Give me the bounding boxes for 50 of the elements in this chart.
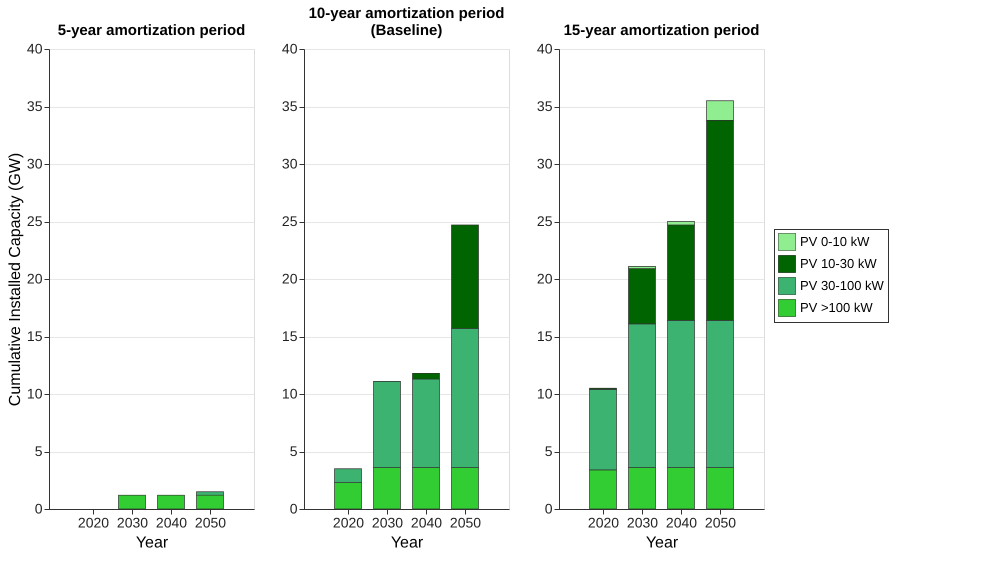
y-tick-label: 35 [282, 98, 298, 114]
y-tick-label: 0 [34, 500, 43, 516]
y-tick-label: 25 [536, 213, 553, 229]
x-tick-label: 2040 [666, 514, 698, 530]
chart-title: 15-year amortization period [564, 22, 760, 39]
x-tick-label: 2020 [332, 514, 364, 530]
y-tick-label: 35 [536, 98, 553, 114]
y-tick-label: 20 [26, 270, 43, 286]
x-tick-label: 2050 [194, 514, 226, 530]
y-tick-label: 10 [282, 386, 298, 402]
y-tick-label: 15 [536, 328, 553, 344]
y-tick-label: 0 [290, 500, 298, 516]
legend-label: PV 0-10 kW [800, 234, 870, 249]
x-tick-label: 2020 [588, 514, 620, 530]
x-tick-label: 2040 [410, 514, 442, 530]
y-tick-label: 25 [282, 213, 298, 229]
x-axis-title: Year [646, 534, 679, 552]
y-tick-label: 40 [282, 40, 298, 56]
y-tick-label: 20 [536, 270, 553, 286]
y-tick-label: 15 [282, 328, 298, 344]
y-tick-label: 20 [282, 270, 298, 286]
x-tick-label: 2030 [372, 514, 404, 530]
y-tick-label: 25 [26, 213, 43, 229]
y-tick-label: 5 [34, 443, 43, 459]
x-tick-label: 2050 [704, 514, 736, 530]
x-tick-label: 2040 [156, 514, 188, 530]
y-tick-label: 40 [536, 40, 553, 56]
chart-title: 10-year amortization period (Baseline) [308, 5, 504, 39]
y-tick-label: 5 [290, 443, 298, 459]
y-tick-label: 5 [544, 443, 553, 459]
x-tick-label: 2030 [116, 514, 148, 530]
y-tick-label: 0 [544, 500, 553, 516]
legend-label: PV 30-100 kW [800, 278, 885, 293]
x-axis-title: Year [390, 534, 424, 552]
chart-title: 5-year amortization period [58, 22, 246, 39]
x-tick-label: 2030 [626, 514, 658, 530]
x-tick-label: 2050 [450, 514, 482, 530]
legend-label: PV >100 kW [800, 300, 874, 315]
x-axis-title: Year [136, 534, 169, 552]
y-axis-title: Cumulative Installed Capacity (GW) [6, 152, 24, 406]
y-tick-label: 35 [26, 98, 43, 114]
y-tick-label: 10 [26, 386, 43, 402]
y-tick-label: 15 [26, 328, 43, 344]
y-tick-label: 30 [282, 156, 298, 172]
y-tick-label: 40 [26, 40, 43, 56]
y-tick-label: 30 [26, 156, 43, 172]
y-tick-label: 30 [536, 156, 553, 172]
legend-label: PV 10-30 kW [800, 256, 878, 271]
y-tick-label: 10 [536, 386, 553, 402]
x-tick-label: 2020 [78, 514, 110, 530]
